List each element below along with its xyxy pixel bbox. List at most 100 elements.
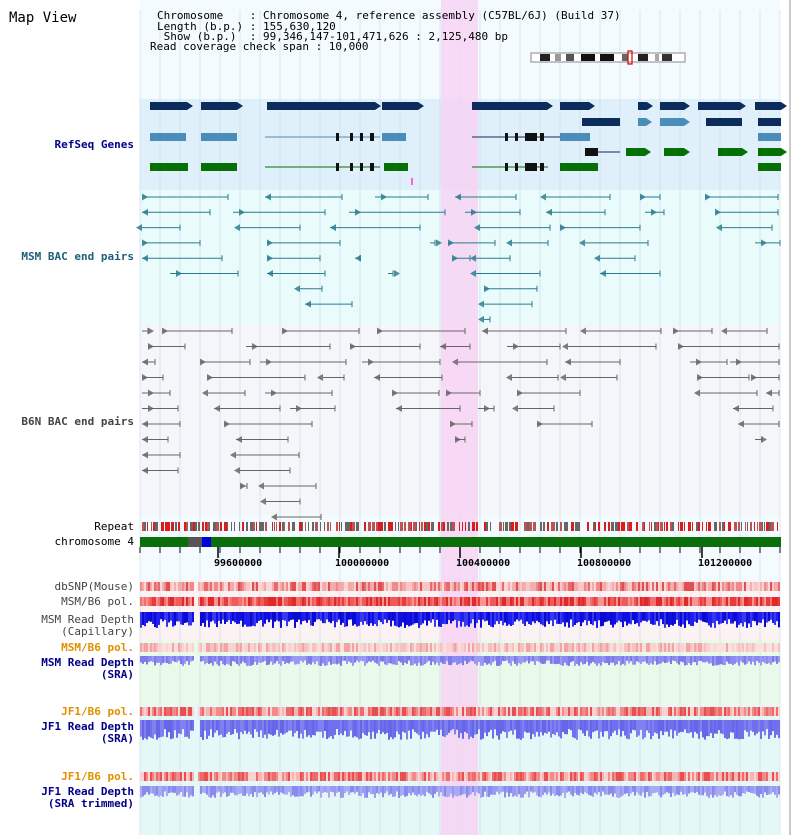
heat-cell bbox=[570, 772, 572, 781]
depth-bar bbox=[764, 656, 766, 664]
heat-cell bbox=[464, 643, 466, 652]
heat-cell bbox=[476, 643, 478, 652]
heat-cell bbox=[552, 597, 554, 606]
repeat-element bbox=[253, 522, 255, 531]
depth-bar bbox=[510, 612, 512, 626]
depth-bar bbox=[298, 612, 300, 620]
depth-bar bbox=[600, 656, 602, 666]
heat-cell bbox=[384, 772, 386, 781]
heat-cell bbox=[238, 582, 240, 591]
depth-bar bbox=[606, 612, 608, 622]
heat-cell bbox=[220, 707, 222, 716]
track-label-dbsnp[interactable]: dbSNP(Mouse) bbox=[54, 580, 134, 593]
bac-end-arrow bbox=[513, 343, 519, 350]
repeat-element bbox=[636, 522, 638, 531]
heat-cell bbox=[204, 597, 206, 606]
gene-exon bbox=[360, 133, 363, 141]
depth-bar bbox=[686, 612, 688, 621]
track-label-refseq[interactable]: RefSeq Genes bbox=[54, 138, 134, 151]
heat-cell bbox=[572, 772, 574, 781]
depth-bar bbox=[724, 656, 726, 666]
depth-bar bbox=[346, 720, 348, 737]
depth-bar bbox=[562, 786, 564, 793]
heat-cell bbox=[580, 597, 582, 606]
heat-cell bbox=[750, 597, 752, 606]
heat-cell bbox=[778, 707, 780, 716]
depth-bar bbox=[422, 612, 424, 624]
heat-cell bbox=[188, 772, 190, 781]
heat-cell bbox=[262, 597, 264, 606]
depth-bar bbox=[700, 786, 702, 796]
track-label-jf1-b6-pol-1[interactable]: JF1/B6 pol. bbox=[61, 705, 134, 718]
depth-bar bbox=[536, 786, 538, 796]
jf1-read-depth-sra-trimmed bbox=[140, 786, 780, 798]
depth-bar bbox=[166, 786, 168, 797]
depth-bar bbox=[554, 720, 556, 736]
repeat-element bbox=[312, 522, 314, 531]
depth-bar bbox=[588, 786, 590, 795]
track-label-msm-depth-cap-1[interactable]: MSM Read Depth bbox=[41, 613, 134, 626]
depth-bar bbox=[546, 786, 548, 795]
track-label-msm-depth-sra-1[interactable]: MSM Read Depth bbox=[41, 656, 134, 669]
heat-cell bbox=[310, 707, 312, 716]
gene-exon bbox=[505, 163, 508, 171]
track-label-repeat[interactable]: Repeat bbox=[94, 520, 134, 533]
heat-cell bbox=[564, 772, 566, 781]
heat-cell bbox=[356, 643, 358, 652]
depth-bar bbox=[482, 656, 484, 666]
heat-cell bbox=[508, 597, 510, 606]
heat-cell bbox=[164, 582, 166, 591]
heat-cell bbox=[256, 772, 258, 781]
heat-cell bbox=[754, 597, 756, 606]
track-label-jf1-depth-sra-1[interactable]: JF1 Read Depth bbox=[41, 720, 134, 733]
track-label-jf1-depth-trim-1[interactable]: JF1 Read Depth bbox=[41, 785, 134, 798]
bac-end-arrow bbox=[214, 405, 220, 412]
heat-cell bbox=[222, 597, 224, 606]
track-label-jf1-depth-trim-2: (SRA trimmed) bbox=[47, 797, 134, 810]
heat-cell bbox=[340, 597, 342, 606]
depth-bar bbox=[292, 720, 294, 737]
heat-cell bbox=[406, 597, 408, 606]
axis-tick-label: 100400000 bbox=[456, 558, 511, 569]
gene-strand-arrow bbox=[375, 102, 381, 110]
heat-cell bbox=[274, 643, 276, 652]
track-label-msm-b6-pol-2[interactable]: MSM/B6 pol. bbox=[61, 641, 134, 654]
heat-cell bbox=[738, 772, 740, 781]
heat-cell bbox=[594, 597, 596, 606]
track-label-msm-bac[interactable]: MSM BAC end pairs bbox=[21, 250, 134, 263]
depth-bar bbox=[246, 720, 248, 734]
depth-bar bbox=[376, 612, 378, 627]
depth-bar bbox=[162, 656, 164, 664]
heat-cell bbox=[718, 597, 720, 606]
heat-cell bbox=[454, 597, 456, 606]
heat-cell bbox=[500, 707, 502, 716]
bac-end-arrow bbox=[448, 239, 454, 247]
heat-cell bbox=[468, 597, 470, 606]
depth-bar bbox=[742, 656, 744, 663]
depth-bar bbox=[310, 786, 312, 797]
heat-cell bbox=[184, 643, 186, 652]
track-label-jf1-b6-pol-2[interactable]: JF1/B6 pol. bbox=[61, 770, 134, 783]
heat-cell bbox=[478, 772, 480, 781]
track-label-chromosome[interactable]: chromosome 4 bbox=[54, 535, 134, 548]
track-label-msm-b6-pol-1[interactable]: MSM/B6 pol. bbox=[61, 595, 134, 608]
heat-cell bbox=[364, 772, 366, 781]
repeat-element bbox=[575, 522, 577, 531]
depth-bar bbox=[656, 786, 658, 793]
depth-bar bbox=[574, 720, 576, 739]
gene-exon bbox=[201, 133, 237, 141]
track-label-b6n-bac[interactable]: B6N BAC end pairs bbox=[21, 415, 134, 428]
depth-bar bbox=[374, 720, 376, 739]
heat-cell bbox=[362, 597, 364, 606]
heat-cell bbox=[650, 772, 652, 781]
repeat-element bbox=[175, 522, 177, 531]
depth-bar bbox=[502, 786, 504, 792]
heat-cell bbox=[688, 643, 690, 652]
depth-bar bbox=[646, 720, 648, 731]
heat-cell bbox=[232, 597, 234, 606]
depth-bar bbox=[152, 656, 154, 663]
depth-bar bbox=[746, 612, 748, 628]
depth-bar bbox=[160, 656, 162, 666]
repeat-element bbox=[421, 522, 423, 531]
